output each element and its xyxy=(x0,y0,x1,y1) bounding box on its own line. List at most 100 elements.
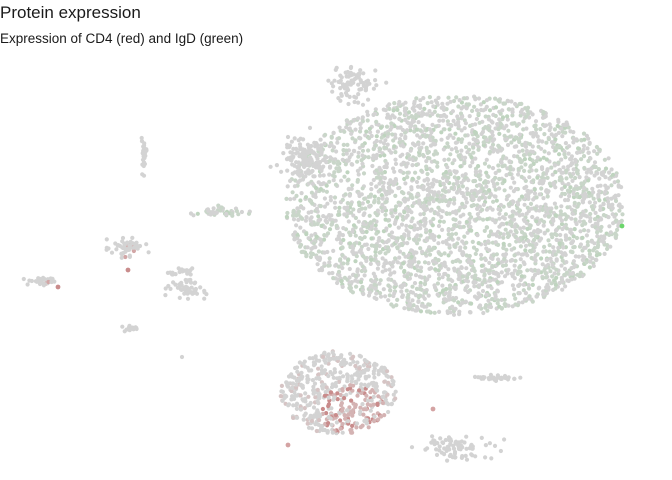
data-point xyxy=(380,196,385,201)
data-point xyxy=(465,284,470,289)
data-point xyxy=(294,393,299,398)
data-point xyxy=(340,157,345,162)
data-point xyxy=(393,177,398,182)
data-point xyxy=(310,181,315,186)
cluster-small-top xyxy=(188,203,252,218)
data-point xyxy=(324,155,329,160)
data-point xyxy=(542,219,547,225)
data-point xyxy=(429,189,434,194)
data-point xyxy=(427,185,432,190)
data-point xyxy=(572,200,577,205)
cluster-small-mid xyxy=(163,269,209,301)
data-point xyxy=(364,407,369,412)
data-point xyxy=(472,275,477,280)
data-point xyxy=(515,237,520,242)
data-point xyxy=(489,145,494,150)
data-point xyxy=(615,227,620,232)
data-point xyxy=(600,172,605,177)
data-point xyxy=(344,93,349,98)
data-point xyxy=(433,142,438,147)
data-point xyxy=(427,274,432,279)
data-point xyxy=(430,111,435,117)
data-point xyxy=(341,237,346,243)
data-point xyxy=(460,201,465,206)
data-point xyxy=(361,81,366,86)
data-point xyxy=(346,419,351,424)
data-point xyxy=(358,235,363,241)
data-point xyxy=(350,423,355,428)
data-point xyxy=(326,421,331,426)
data-point xyxy=(566,164,571,169)
data-point xyxy=(580,235,585,240)
data-point xyxy=(418,212,423,217)
data-point xyxy=(416,299,421,304)
data-point xyxy=(587,248,592,253)
data-point xyxy=(230,211,235,216)
data-point xyxy=(345,201,350,206)
data-point xyxy=(424,145,429,150)
data-point xyxy=(369,243,374,248)
data-point xyxy=(502,297,507,302)
data-point xyxy=(468,228,473,233)
data-point xyxy=(292,184,297,189)
data-point xyxy=(528,131,533,136)
data-point xyxy=(368,408,373,413)
highlight-point xyxy=(430,406,436,412)
data-point xyxy=(305,374,310,379)
data-point xyxy=(485,268,490,273)
data-point xyxy=(490,138,495,144)
data-point xyxy=(301,151,306,156)
data-point xyxy=(526,238,531,244)
data-point xyxy=(541,292,546,297)
data-point xyxy=(502,373,508,379)
data-point xyxy=(336,269,342,274)
data-point xyxy=(312,222,317,227)
data-point xyxy=(442,271,447,277)
data-point xyxy=(168,286,173,291)
data-point xyxy=(345,408,350,413)
data-point xyxy=(410,195,415,200)
data-point xyxy=(366,425,371,430)
data-point xyxy=(436,241,441,246)
data-point xyxy=(352,149,357,154)
data-point xyxy=(210,210,215,215)
data-point xyxy=(524,184,529,189)
data-point xyxy=(403,254,408,259)
data-point xyxy=(362,235,367,240)
data-point xyxy=(517,149,522,154)
data-point xyxy=(610,202,615,207)
data-point xyxy=(374,175,379,180)
data-point xyxy=(360,148,366,153)
data-point xyxy=(453,231,459,236)
data-point xyxy=(372,218,377,223)
data-point xyxy=(480,288,486,294)
data-point xyxy=(446,228,451,233)
data-point xyxy=(414,96,419,101)
data-point xyxy=(294,146,299,151)
data-point xyxy=(576,201,581,206)
data-point xyxy=(185,271,190,276)
data-point xyxy=(462,440,467,445)
data-point xyxy=(336,209,342,214)
data-point xyxy=(418,293,423,298)
data-point xyxy=(430,232,435,237)
data-point xyxy=(421,96,426,101)
data-point xyxy=(516,172,521,177)
data-point xyxy=(291,217,297,222)
data-point xyxy=(39,280,45,285)
data-point xyxy=(25,282,30,287)
data-point xyxy=(453,217,458,222)
cluster-small-mid-bar xyxy=(165,266,195,277)
data-point xyxy=(346,219,351,224)
data-point xyxy=(308,400,313,406)
data-point xyxy=(176,266,181,271)
data-point xyxy=(559,263,564,268)
data-point xyxy=(497,216,502,221)
data-point xyxy=(408,128,413,133)
data-point xyxy=(476,164,481,169)
data-point xyxy=(527,142,533,147)
data-point xyxy=(412,281,418,286)
data-point xyxy=(468,224,473,229)
data-point xyxy=(447,243,452,248)
data-point xyxy=(297,360,302,365)
